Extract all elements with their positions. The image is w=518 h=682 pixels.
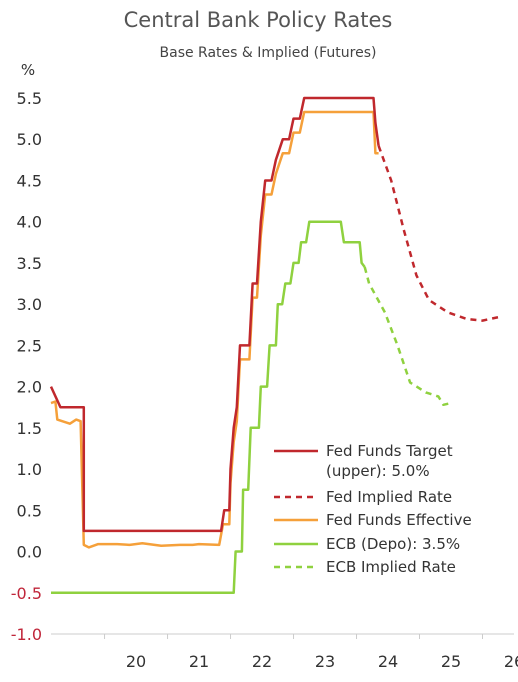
series-layer — [49, 96, 502, 595]
y-tick-label: 1.5 — [17, 419, 42, 438]
y-tick-label: 5.5 — [17, 89, 42, 108]
y-axis: 5.5 5.0 4.5 4.0 3.5 3.0 2.5 2.0 1.5 1.0 0.5 0.0 -0.5… — [11, 89, 42, 644]
x-tick-label: 25 — [441, 652, 461, 671]
x-tick-label: 23 — [315, 652, 335, 671]
legend-label-ecb-depo: ECB (Depo): 3.5% — [326, 535, 460, 553]
legend-label-fed-effective: Fed Funds Effective — [326, 511, 472, 529]
x-tick-label: 22 — [252, 652, 272, 671]
x-tick-label: 26 — [504, 652, 518, 671]
y-tick-label: 4.0 — [17, 213, 42, 232]
y-tick-label: -1.0 — [11, 625, 42, 644]
x-tick-label: 20 — [126, 652, 146, 671]
series-fed-implied-line — [377, 145, 502, 322]
y-tick-label: 0.5 — [17, 501, 42, 520]
y-tick-label: 2.5 — [17, 336, 42, 355]
y-tick-label: -0.5 — [11, 584, 42, 603]
y-tick-label: 5.0 — [17, 130, 42, 149]
y-unit-label: % — [21, 61, 35, 79]
legend-label-fed-target-line1: Fed Funds Target — [326, 442, 453, 460]
series-ecb-implied-line — [363, 266, 452, 407]
legend-label-fed-implied: Fed Implied Rate — [326, 488, 452, 506]
y-tick-label: 3.0 — [17, 295, 42, 314]
legend-label-fed-target-line2: (upper): 5.0% — [326, 462, 430, 480]
y-tick-label: 4.5 — [17, 171, 42, 190]
legend-label-ecb-implied: ECB Implied Rate — [326, 558, 456, 576]
series-fed-effective-line — [50, 110, 379, 549]
x-tick-label: 24 — [378, 652, 398, 671]
y-tick-label: 2.0 — [17, 378, 42, 397]
y-tick-label: 3.5 — [17, 254, 42, 273]
y-tick-label: 1.0 — [17, 460, 42, 479]
x-axis: 20 21 22 23 24 25 26 — [51, 633, 518, 671]
series-ecb-depo-line — [51, 220, 366, 595]
y-tick-label: 0.0 — [17, 543, 42, 562]
chart-title: Central Bank Policy Rates — [124, 8, 393, 32]
x-tick-label: 21 — [189, 652, 209, 671]
series-fed-target-line — [49, 96, 380, 533]
chart-subtitle: Base Rates & Implied (Futures) — [160, 45, 377, 61]
legend: Fed Funds Target (upper): 5.0% Fed Impli… — [274, 442, 472, 576]
